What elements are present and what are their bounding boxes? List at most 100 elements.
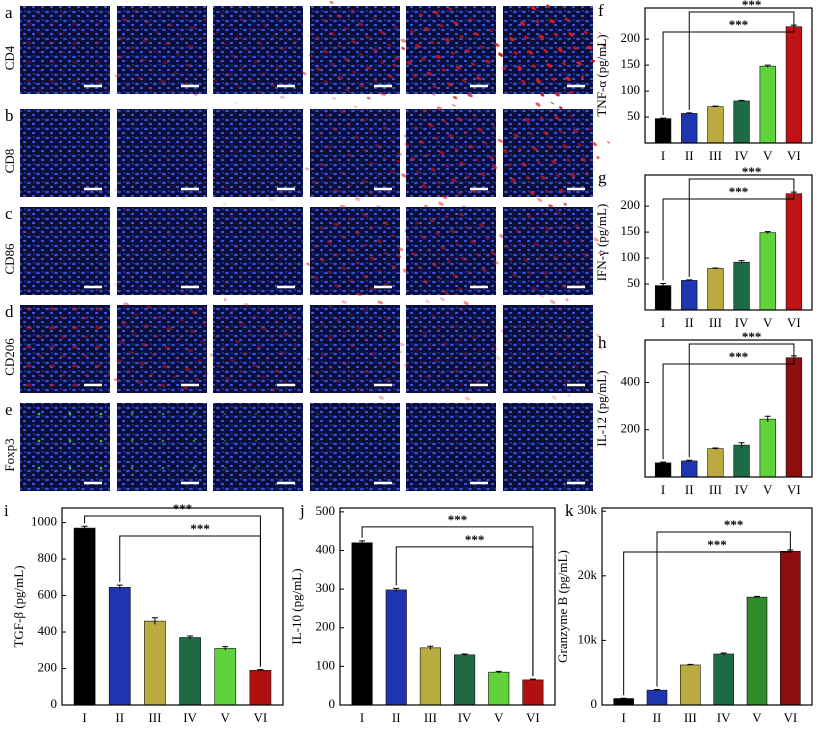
significance-label: *** bbox=[729, 17, 749, 32]
bar bbox=[713, 653, 734, 706]
bar bbox=[707, 106, 724, 144]
row-label: CD8 bbox=[2, 149, 17, 174]
red-stain bbox=[111, 299, 213, 399]
x-tick-label: V bbox=[752, 710, 762, 725]
bar bbox=[419, 647, 441, 706]
panel-letter: d bbox=[5, 302, 14, 321]
y-tick-label: 100 bbox=[316, 657, 336, 672]
bar bbox=[780, 550, 801, 706]
red-stain bbox=[390, 191, 512, 311]
y-axis-label: TNF-α (pg/mL) bbox=[594, 34, 609, 116]
red-stain bbox=[111, 0, 213, 100]
bar bbox=[108, 587, 131, 706]
bar bbox=[144, 620, 166, 706]
error-bar bbox=[151, 617, 158, 625]
x-tick-label: II bbox=[685, 482, 694, 497]
bar bbox=[454, 654, 476, 706]
error-bar bbox=[687, 663, 694, 666]
error-bar bbox=[81, 525, 88, 530]
y-tick-label: 0 bbox=[51, 696, 58, 711]
y-tick-label: 150 bbox=[621, 56, 641, 71]
error-bar bbox=[738, 260, 745, 264]
error-bar bbox=[764, 415, 771, 422]
bar bbox=[707, 448, 724, 478]
significance-label: *** bbox=[729, 184, 749, 199]
error-bar bbox=[738, 99, 745, 102]
error-bar bbox=[754, 595, 760, 598]
significance-bracket bbox=[662, 189, 795, 281]
x-tick-label: II bbox=[653, 710, 662, 725]
x-tick-label: VI bbox=[787, 482, 801, 497]
red-stain bbox=[203, 0, 313, 104]
error-bar bbox=[764, 64, 771, 68]
y-tick-label: 10k bbox=[578, 631, 598, 646]
green-stain bbox=[503, 403, 593, 491]
red-stain bbox=[20, 207, 110, 295]
plot-frame bbox=[644, 339, 813, 478]
y-tick-label: 150 bbox=[621, 223, 641, 238]
x-tick-label: V bbox=[494, 710, 504, 725]
error-bar bbox=[654, 688, 660, 691]
bar bbox=[733, 261, 750, 311]
bar bbox=[759, 65, 776, 144]
plot-frame bbox=[601, 507, 813, 706]
error-bar bbox=[686, 112, 693, 114]
row-label: Foxp3 bbox=[2, 438, 17, 471]
x-tick-label: IV bbox=[735, 148, 749, 163]
red-stain bbox=[390, 93, 512, 213]
y-axis-label: IL-10 (pg/mL) bbox=[289, 568, 304, 644]
red-stain bbox=[297, 95, 413, 211]
x-tick-label: III bbox=[148, 710, 161, 725]
bar bbox=[522, 679, 544, 706]
y-tick-label: 400 bbox=[38, 623, 58, 638]
y-tick-label: 600 bbox=[38, 587, 58, 602]
x-tick-label: I bbox=[621, 710, 625, 725]
error-bar bbox=[686, 279, 693, 281]
bar bbox=[654, 462, 672, 478]
y-tick-label: 200 bbox=[38, 660, 58, 675]
row-label: CD4 bbox=[2, 45, 17, 70]
y-axis-label: IFN-γ (pg/mL) bbox=[594, 204, 609, 282]
red-stain bbox=[297, 193, 413, 309]
error-bar bbox=[712, 447, 719, 450]
bar bbox=[759, 418, 776, 478]
red-stain bbox=[203, 197, 313, 305]
red-stain bbox=[20, 6, 110, 94]
error-bar bbox=[660, 117, 667, 120]
error-bar bbox=[116, 584, 123, 590]
panel-letter: h bbox=[598, 333, 607, 352]
y-tick-label: 800 bbox=[38, 550, 58, 565]
significance-bracket bbox=[688, 178, 795, 277]
x-tick-label: II bbox=[685, 315, 694, 330]
error-bar bbox=[764, 231, 771, 234]
panel-letter: j bbox=[299, 501, 305, 520]
y-tick-label: 30k bbox=[578, 502, 598, 517]
y-tick-label: 0 bbox=[329, 696, 336, 711]
y-tick-label: 100 bbox=[621, 82, 641, 97]
significance-label: *** bbox=[707, 537, 727, 552]
bar bbox=[785, 26, 803, 144]
bar bbox=[707, 268, 724, 311]
error-bar bbox=[720, 652, 727, 655]
row-label: CD86 bbox=[2, 243, 17, 275]
row-label: CD206 bbox=[2, 338, 17, 376]
significance-label: *** bbox=[742, 329, 762, 344]
panel-letter: b bbox=[5, 106, 14, 125]
y-tick-label: 200 bbox=[621, 421, 641, 436]
panel-letter: c bbox=[5, 204, 13, 223]
bar bbox=[179, 637, 201, 706]
plot-frame bbox=[61, 507, 284, 706]
bar bbox=[746, 596, 768, 706]
bar bbox=[681, 460, 698, 478]
x-tick-label: IV bbox=[735, 315, 749, 330]
y-tick-label: 200 bbox=[621, 30, 641, 45]
y-tick-label: 300 bbox=[316, 580, 336, 595]
bar bbox=[733, 444, 750, 478]
x-tick-label: V bbox=[763, 482, 773, 497]
y-tick-label: 400 bbox=[316, 541, 336, 556]
x-tick-label: III bbox=[709, 148, 722, 163]
error-bar bbox=[712, 267, 719, 269]
x-tick-label: III bbox=[709, 315, 722, 330]
x-tick-label: VI bbox=[526, 710, 540, 725]
